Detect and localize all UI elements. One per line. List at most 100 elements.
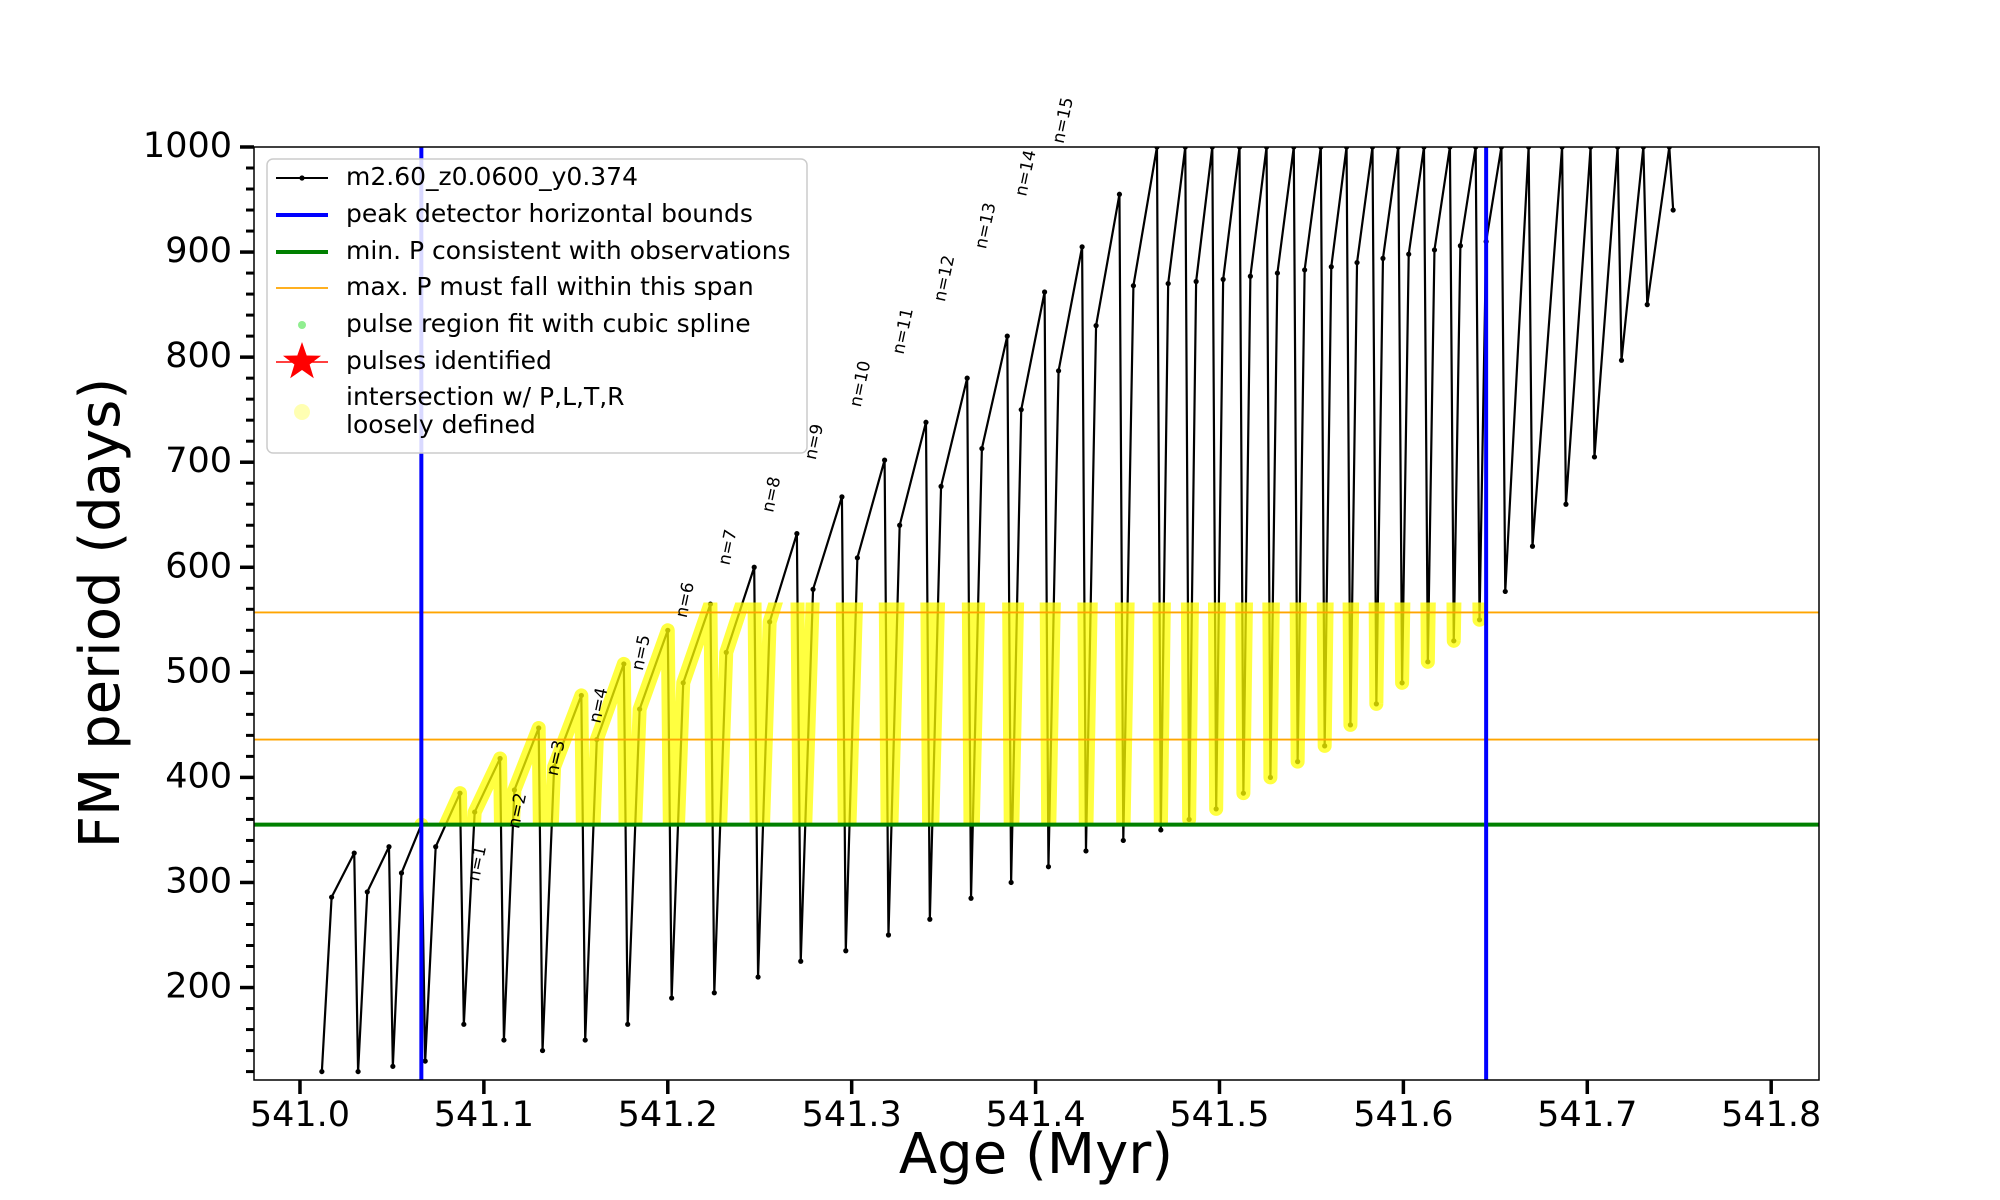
- series-point: [968, 895, 974, 901]
- series-point: [1079, 244, 1085, 250]
- series-point: [798, 958, 804, 964]
- series-point: [461, 1021, 467, 1027]
- series-point: [1004, 333, 1010, 339]
- x-tick-label: 541.5: [1169, 1095, 1269, 1135]
- series-point: [979, 445, 985, 452]
- series-point: [923, 419, 929, 425]
- series-point: [1165, 280, 1171, 287]
- series-point: [854, 555, 860, 561]
- series-point: [433, 844, 439, 850]
- series-point: [390, 1063, 396, 1069]
- x-tick-label: 541.8: [1721, 1095, 1821, 1135]
- x-tick-label: 541.7: [1537, 1095, 1637, 1135]
- series-point: [1529, 543, 1536, 549]
- series-point: [1591, 454, 1598, 460]
- legend-swatch: [299, 175, 305, 181]
- x-axis-label: Age (Myr): [899, 1122, 1173, 1187]
- legend-label: pulse region fit with cubic spline: [346, 309, 751, 338]
- intersection-group: [413, 602, 1487, 825]
- series-point: [1093, 323, 1099, 329]
- series-point: [422, 1058, 428, 1064]
- series-point: [1380, 255, 1386, 261]
- series-point: [1041, 289, 1048, 295]
- series-point: [1670, 207, 1676, 213]
- series-point: [1083, 848, 1089, 854]
- series-point: [964, 375, 970, 381]
- series-point: [364, 889, 370, 895]
- series-point: [1116, 191, 1123, 197]
- series-point: [1644, 302, 1650, 308]
- legend-box: [266, 158, 808, 454]
- series-point: [1274, 270, 1281, 276]
- series-point: [794, 531, 800, 537]
- series-point: [1563, 501, 1569, 507]
- y-axis-label: FM period (days): [68, 378, 133, 848]
- legend-swatch: [298, 321, 306, 329]
- series-point: [539, 1047, 546, 1054]
- series-point: [351, 850, 357, 856]
- y-tick-label: 1000: [143, 126, 232, 166]
- series-point: [1406, 251, 1412, 257]
- x-tick-label: 541.4: [985, 1095, 1085, 1135]
- series-point: [711, 990, 717, 996]
- x-tick-label: 541.6: [1353, 1095, 1453, 1135]
- y-tick-label: 200: [165, 967, 232, 1007]
- legend-swatch: [294, 404, 310, 420]
- series-point: [1120, 837, 1126, 844]
- series-point: [1018, 407, 1024, 413]
- x-tick-label: 541.1: [434, 1095, 534, 1135]
- series-point: [1158, 827, 1164, 833]
- legend-label: pulses identified: [346, 346, 552, 375]
- series-point: [329, 894, 335, 900]
- series-point: [810, 586, 816, 592]
- y-tick-label: 900: [165, 231, 232, 271]
- series-point: [1008, 879, 1014, 886]
- legend-label: peak detector horizontal bounds: [346, 199, 753, 228]
- series-point: [582, 1037, 588, 1043]
- series-point: [669, 995, 675, 1001]
- y-tick-label: 500: [165, 651, 232, 691]
- series-point: [386, 844, 392, 850]
- series-point: [881, 457, 888, 463]
- legend-label: max. P must fall within this span: [346, 272, 754, 301]
- series-point: [927, 916, 933, 922]
- series-point: [1502, 588, 1508, 595]
- series-point: [751, 564, 757, 570]
- series-point: [1220, 276, 1226, 282]
- y-tick-label: 300: [165, 861, 232, 901]
- series-point: [1302, 267, 1308, 273]
- y-tick-label: 700: [165, 441, 232, 481]
- series-point: [1431, 247, 1438, 253]
- series-point: [398, 870, 405, 876]
- series-point: [839, 494, 845, 500]
- y-tick-label: 600: [165, 546, 232, 586]
- series-point: [755, 974, 761, 980]
- x-tick-label: 541.2: [618, 1095, 718, 1135]
- y-tick-label: 800: [165, 336, 232, 376]
- series-point: [355, 1068, 361, 1075]
- legend-label: intersection w/ P,L,T,R: [346, 382, 625, 411]
- series-point: [938, 483, 944, 489]
- series-point: [1618, 357, 1625, 363]
- series-point: [501, 1037, 507, 1043]
- x-tick-label: 541.0: [250, 1095, 350, 1135]
- series-point: [1457, 243, 1463, 249]
- series-point: [1328, 264, 1334, 270]
- series-point: [1045, 864, 1052, 870]
- intersection-line: [413, 602, 1487, 825]
- series-point: [319, 1068, 325, 1075]
- series-point: [1247, 273, 1253, 279]
- series-point: [625, 1021, 631, 1027]
- series-point: [1055, 368, 1062, 374]
- legend-label: min. P consistent with observations: [346, 236, 791, 265]
- series-point: [1130, 283, 1137, 289]
- series-point: [1193, 278, 1199, 285]
- axes: 200 300 400 500 600 700 800 900 1000 541.0 541.1 54…: [143, 126, 1821, 1135]
- legend-label: m2.60_z0.0600_y0.374: [346, 162, 638, 191]
- series-point: [1354, 259, 1360, 266]
- x-tick-label: 541.3: [802, 1095, 902, 1135]
- series-point: [885, 932, 892, 938]
- y-tick-label: 400: [165, 756, 232, 796]
